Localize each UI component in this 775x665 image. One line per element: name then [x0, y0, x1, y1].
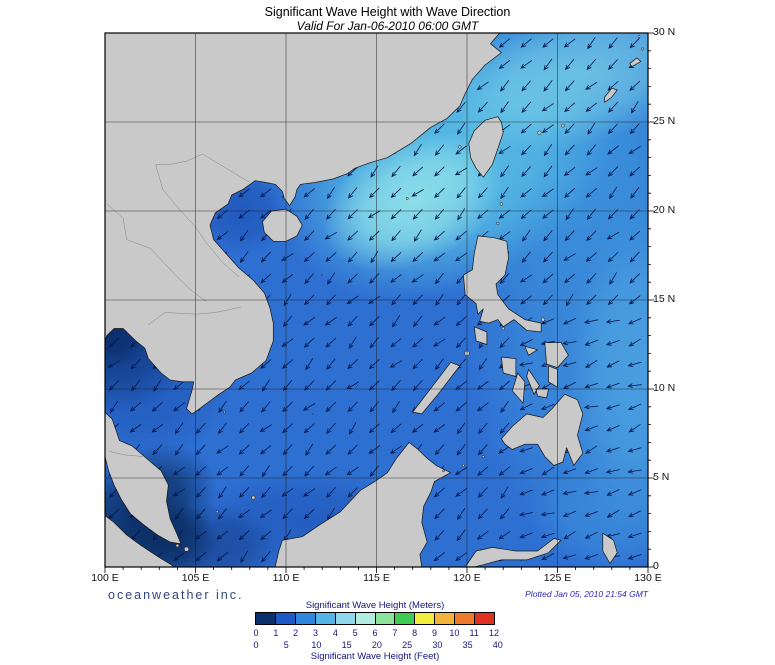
legend-feet-tick: 25: [402, 640, 413, 650]
legend-color-segment: [455, 613, 476, 624]
legend-feet-tick: 0: [253, 640, 259, 650]
legend-meters-tick: 1: [273, 628, 279, 638]
legend-meters-tick: 12: [488, 628, 499, 638]
legend-color-segment: [256, 613, 276, 624]
x-tick-label: 125 E: [543, 572, 572, 584]
legend-feet-tick: 30: [432, 640, 443, 650]
x-tick-label: 120 E: [453, 572, 481, 584]
legend-feet-tick: 40: [492, 640, 503, 650]
legend-color-segment: [355, 613, 376, 624]
legend-meters-label: Significant Wave Height (Meters): [305, 600, 445, 611]
legend-meters-tick: 8: [412, 628, 418, 638]
legend-meters-tick: 10: [449, 628, 460, 638]
legend-meters-tick: 3: [312, 628, 318, 638]
legend-color-segment: [275, 613, 296, 624]
oceanweather-branding: oceanweather inc.: [108, 588, 244, 602]
legend-feet-tick: 20: [371, 640, 382, 650]
legend-color-segment: [435, 613, 456, 624]
y-tick-label: 25 N: [653, 115, 676, 127]
y-tick-label: 10 N: [653, 382, 676, 394]
x-tick-label: 130 E: [634, 572, 662, 584]
legend-color-segment: [295, 613, 316, 624]
map-canvas: [104, 32, 654, 573]
y-tick-label: 30 N: [653, 26, 676, 38]
y-tick-label: 0: [653, 560, 659, 572]
legend-meters-tick: 6: [372, 628, 378, 638]
valid-time-subtitle: Valid For Jan-06-2010 06:00 GMT: [296, 19, 479, 33]
y-tick-label: 5 N: [653, 471, 670, 483]
legend-colorbar: [255, 612, 495, 625]
legend-meters-tick: 2: [293, 628, 299, 638]
legend-feet-tick: 5: [283, 640, 289, 650]
x-tick-label: 110 E: [272, 572, 300, 584]
legend-color-segment: [415, 613, 436, 624]
legend-color-segment: [395, 613, 416, 624]
page-title: Significant Wave Height with Wave Direct…: [264, 5, 511, 19]
legend-color-segment: [335, 613, 356, 624]
legend-color-segment: [315, 613, 336, 624]
legend-feet-tick: 10: [311, 640, 322, 650]
legend-meters-tick: 7: [392, 628, 398, 638]
legend-feet-label: Significant Wave Height (Feet): [310, 651, 440, 662]
legend-meters-tick: 5: [352, 628, 358, 638]
legend-meters-tick: 11: [469, 628, 479, 638]
y-tick-label: 20 N: [653, 204, 676, 216]
x-tick-label: 100 E: [91, 572, 119, 584]
legend-meters-tick: 9: [431, 628, 437, 638]
legend-meters-tick: 4: [332, 628, 338, 638]
x-tick-label: 105 E: [181, 572, 210, 584]
plotted-timestamp: Plotted Jan 05, 2010 21:54 GMT: [525, 589, 648, 599]
legend-feet-tick: 35: [462, 640, 473, 650]
y-tick-label: 15 N: [653, 293, 676, 305]
legend-meters-tick: 0: [253, 628, 259, 638]
legend-color-segment: [375, 613, 396, 624]
legend-feet-tick: 15: [341, 640, 352, 650]
legend-color-segment: [475, 613, 495, 624]
x-tick-label: 115 E: [363, 572, 390, 584]
